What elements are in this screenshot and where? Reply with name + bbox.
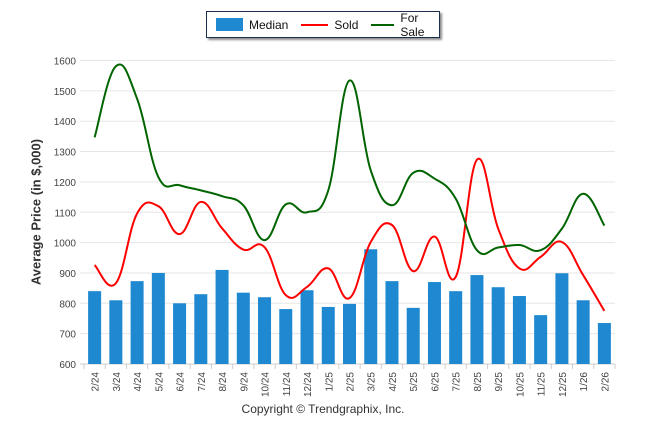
y-tick-label: 700: [59, 330, 76, 341]
y-tick-label: 1200: [54, 178, 77, 189]
x-tick-label: 4/24: [133, 372, 144, 392]
median-bar[interactable]: [364, 249, 378, 364]
x-tick-label: 7/24: [197, 372, 208, 392]
median-bar[interactable]: [534, 315, 548, 364]
median-bar[interactable]: [279, 309, 293, 364]
x-tick-label: 12/25: [558, 372, 569, 397]
median-bar[interactable]: [597, 323, 611, 364]
median-bars: [88, 249, 611, 364]
median-bar[interactable]: [406, 307, 420, 364]
y-tick-label: 1100: [54, 208, 76, 219]
median-bar[interactable]: [491, 287, 505, 364]
x-tick-label: 3/25: [367, 372, 378, 392]
x-tick-label: 6/25: [430, 372, 441, 392]
legend-swatch-sold: [301, 23, 329, 26]
median-bar[interactable]: [385, 281, 399, 364]
legend-label-for-sale: For Sale: [400, 10, 425, 39]
median-bar[interactable]: [470, 275, 484, 364]
y-tick-label: 900: [59, 269, 76, 280]
median-bar[interactable]: [173, 303, 187, 364]
x-tick-label: 3/24: [112, 372, 123, 392]
x-axis: 2/24 3/24 4/24 5/24 6/24 7/24 8/24 9/24 10/24 11/…: [80, 363, 616, 397]
x-tick-label: 2/24: [91, 372, 102, 392]
x-tick-label: 4/25: [388, 372, 399, 392]
grid: [80, 60, 615, 365]
legend-item-median[interactable]: Median: [216, 18, 288, 32]
median-bar[interactable]: [512, 296, 526, 364]
y-axis: 600 700 800 900 1000 1100 1200 1300 1400 1500 1600: [54, 57, 77, 372]
x-tick-label: 2/25: [346, 372, 357, 392]
legend-label-median: Median: [249, 17, 289, 32]
legend-swatch-median: [216, 18, 243, 31]
y-tick-label: 1000: [54, 239, 77, 250]
median-bar[interactable]: [109, 300, 123, 364]
x-tick-label: 1/26: [579, 372, 590, 392]
median-bar[interactable]: [300, 290, 314, 364]
legend-label-sold: Sold: [334, 17, 359, 32]
median-bar[interactable]: [215, 269, 229, 364]
y-tick-label: 1400: [54, 117, 77, 128]
x-tick-label: 6/24: [176, 372, 187, 392]
legend-item-sold[interactable]: Sold: [297, 18, 358, 32]
y-tick-label: 1500: [54, 87, 77, 98]
legend-item-for-sale[interactable]: For Sale: [367, 11, 439, 39]
median-bar[interactable]: [88, 291, 102, 364]
x-tick-label: 7/25: [452, 372, 463, 392]
x-tick-label: 1/25: [324, 372, 335, 392]
copyright: Copyright © Trendgraphix, Inc.: [241, 402, 405, 416]
x-tick-label: 11/25: [537, 372, 548, 397]
x-tick-label: 12/24: [303, 372, 314, 397]
lines: [93, 63, 606, 312]
y-axis-label: Average Price (in $,000): [28, 138, 44, 286]
x-tick-label: 10/24: [261, 372, 272, 397]
x-tick-label: 9/25: [494, 372, 505, 392]
median-bar[interactable]: [321, 306, 335, 364]
x-tick-label: 8/25: [473, 372, 484, 392]
x-tick-label: 8/24: [218, 372, 229, 392]
legend: Median Sold For Sale: [206, 11, 440, 39]
x-tick-label: 11/24: [282, 372, 293, 397]
median-bar[interactable]: [258, 297, 272, 364]
y-tick-label: 1600: [54, 57, 77, 68]
median-bar[interactable]: [576, 300, 590, 364]
y-tick-label: 600: [59, 360, 76, 371]
median-bar[interactable]: [130, 281, 144, 364]
x-tick-label: 2/26: [600, 372, 611, 392]
x-tick-label: 5/24: [154, 372, 165, 392]
x-tick-label: 10/25: [515, 372, 526, 397]
y-tick-label: 1300: [54, 148, 77, 159]
y-tick-label: 800: [59, 299, 76, 310]
median-bar[interactable]: [449, 291, 463, 364]
x-tick-label: 9/24: [239, 372, 250, 392]
legend-swatch-for-sale: [371, 23, 395, 26]
median-bar[interactable]: [427, 282, 441, 364]
median-bar[interactable]: [343, 303, 356, 364]
median-bar[interactable]: [555, 273, 569, 364]
median-bar[interactable]: [151, 272, 165, 364]
median-bar[interactable]: [194, 294, 208, 364]
series-line-for-sale[interactable]: [93, 63, 606, 256]
median-bar[interactable]: [236, 292, 250, 364]
x-tick-label: 5/25: [409, 372, 420, 392]
